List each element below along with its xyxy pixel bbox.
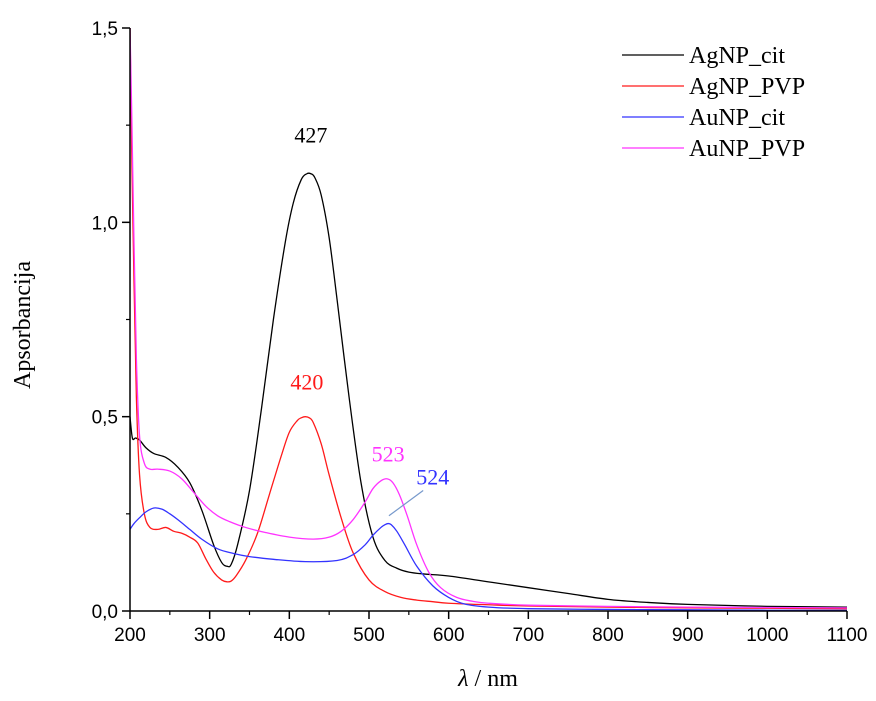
x-tick-label: 1000 bbox=[746, 625, 788, 646]
peak-label-523: 523 bbox=[372, 441, 405, 466]
x-tick-label: 800 bbox=[592, 625, 624, 646]
axes-layer: 200 300 400 500 600 700 800 900 1000 1100 0,0 0,5 1,… bbox=[92, 19, 868, 646]
y-tick-label: 0,5 bbox=[92, 408, 118, 429]
x-tick-label: 600 bbox=[433, 625, 465, 646]
y-tick-label: 0,0 bbox=[92, 602, 118, 623]
x-tick-label: 900 bbox=[672, 625, 704, 646]
y-axis-title: Apsorbancija bbox=[10, 261, 36, 389]
legend-label: AgNP_PVP bbox=[689, 74, 805, 100]
legend: AgNP_cit AgNP_PVP AuNP_cit AuNP_PVP bbox=[622, 43, 805, 162]
x-axis-symbol: λ bbox=[457, 666, 468, 692]
series-layer bbox=[130, 28, 847, 611]
x-tick-label: 500 bbox=[353, 625, 385, 646]
annotation-layer: 427 420 523 524 bbox=[290, 123, 449, 517]
peak-label-427: 427 bbox=[294, 123, 327, 148]
peak-label-524: 524 bbox=[416, 465, 449, 490]
peak-pointer-line bbox=[388, 490, 424, 517]
legend-label: AuNP_cit bbox=[689, 105, 785, 131]
x-axis-unit: / nm bbox=[469, 666, 519, 692]
series-line-aunp-pvp bbox=[130, 28, 847, 609]
series-line-agnp-cit bbox=[130, 172, 847, 608]
series-line-agnp-pvp bbox=[130, 28, 847, 610]
peak-label-420: 420 bbox=[290, 369, 323, 394]
x-tick-label: 700 bbox=[512, 625, 544, 646]
series-line-aunp-cit bbox=[130, 507, 847, 611]
x-axis-title: λ / nm bbox=[457, 666, 518, 692]
legend-label: AgNP_cit bbox=[689, 43, 785, 69]
x-tick-label: 1100 bbox=[827, 625, 868, 646]
y-tick-label: 1,0 bbox=[92, 213, 118, 234]
x-tick-label: 300 bbox=[194, 625, 226, 646]
legend-label: AuNP_PVP bbox=[689, 136, 805, 162]
x-tick-label: 200 bbox=[114, 625, 146, 646]
x-tick-label: 400 bbox=[273, 625, 305, 646]
y-tick-label: 1,5 bbox=[92, 19, 118, 40]
